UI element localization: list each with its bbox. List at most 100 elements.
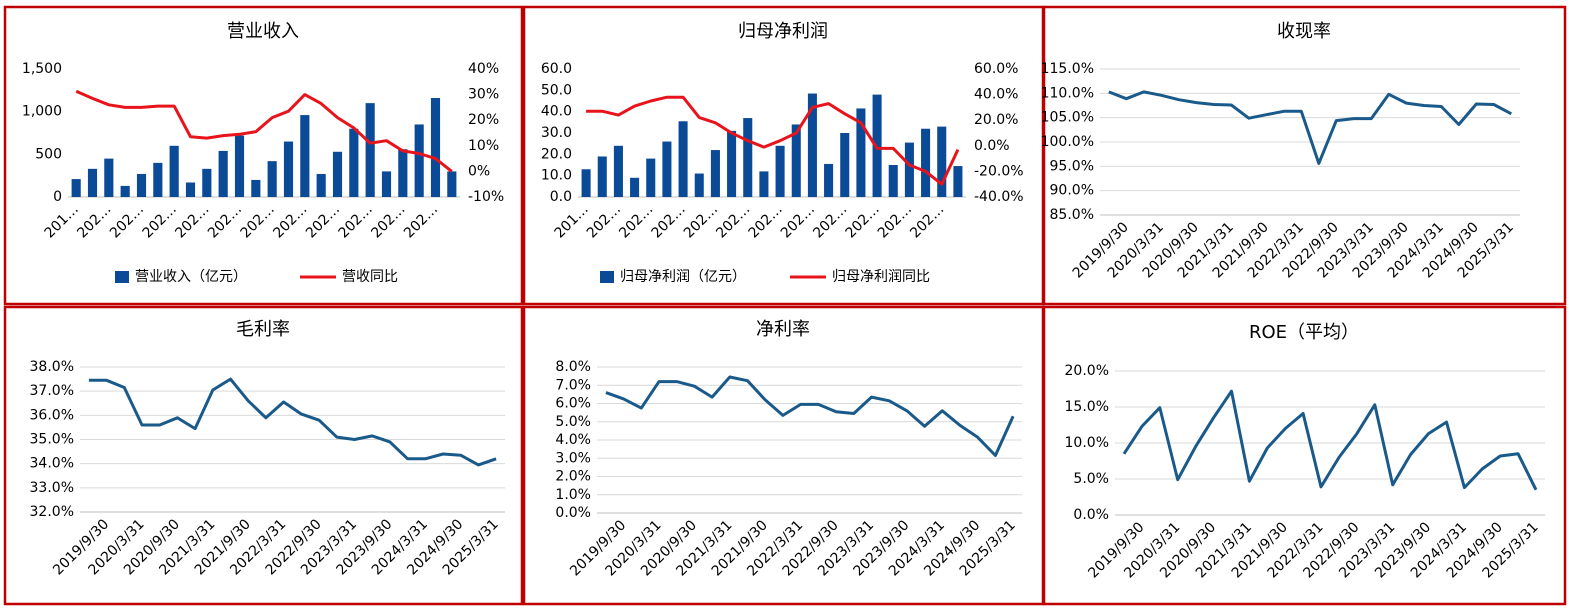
legend-swatch — [115, 271, 129, 283]
y-tick-label: 2.0% — [555, 469, 591, 485]
bar — [759, 171, 769, 197]
bar — [316, 173, 326, 197]
y-tick-label: 38.0% — [30, 359, 74, 375]
x-tick-label: 202… — [336, 201, 376, 241]
bar — [381, 171, 392, 197]
y-tick-label: 85.0% — [1050, 207, 1094, 223]
x-tick-label: 202… — [875, 201, 915, 241]
x-tick-label: 202… — [401, 201, 441, 241]
bar — [169, 145, 179, 197]
y-tick-label: 32.0% — [30, 504, 74, 520]
x-tick-label: 202… — [172, 201, 212, 241]
y-tick-label: 0.0% — [555, 505, 591, 521]
x-tick-label: 202… — [107, 201, 147, 241]
y-tick-label: 30.0 — [541, 125, 572, 141]
bar — [251, 179, 261, 197]
bar — [283, 141, 294, 197]
y-tick-label: 50.0 — [541, 82, 572, 98]
x-tick-label: 201… — [552, 201, 592, 241]
y-tick-label: 20.0 — [541, 146, 572, 162]
y-tick-label: 1,500 — [22, 61, 62, 77]
y-tick-label: 1.0% — [555, 487, 591, 503]
x-tick-label: 202… — [74, 201, 114, 241]
x-tick-label: 202… — [843, 201, 883, 241]
bar — [430, 98, 441, 197]
bar — [218, 150, 228, 197]
bar — [807, 93, 817, 197]
x-tick-label: 202… — [584, 201, 624, 241]
panel — [1042, 305, 1567, 606]
y-tick-label: 60.0 — [541, 61, 572, 77]
y2-tick-label: 30% — [468, 87, 499, 103]
bar — [953, 166, 963, 197]
bar — [662, 141, 672, 197]
bar — [727, 130, 737, 197]
y-tick-label: 7.0% — [555, 377, 591, 393]
bar — [398, 149, 408, 197]
y2-tick-label: 0% — [468, 163, 490, 179]
y2-tick-label: 40% — [468, 61, 499, 77]
y-tick-label: 6.0% — [555, 396, 591, 412]
y2-tick-label: 20% — [468, 112, 499, 128]
y-tick-label: 115.0% — [1041, 61, 1094, 77]
y-tick-label: 37.0% — [30, 383, 74, 399]
line — [1108, 90, 1513, 165]
x-tick-label: 202… — [649, 201, 689, 241]
x-tick-label: 202… — [746, 201, 786, 241]
bar — [856, 108, 866, 197]
bar — [202, 168, 212, 197]
y-tick-label: 15.0% — [1065, 399, 1109, 415]
legend-label: 归母净利润同比 — [832, 268, 930, 285]
y-tick-label: 0.0 — [550, 189, 572, 205]
x-tick-label: 202… — [778, 201, 818, 241]
y2-tick-label: -20.0% — [974, 163, 1024, 179]
x-tick-label: 202… — [205, 201, 245, 241]
panel — [1042, 5, 1567, 306]
bar — [349, 128, 359, 197]
bar — [678, 121, 688, 197]
bar — [104, 158, 114, 197]
y-tick-label: 0.0% — [1073, 507, 1109, 523]
chart-title: ROE（平均） — [1249, 322, 1359, 343]
panel — [3, 5, 524, 306]
bar — [300, 115, 310, 197]
bar — [581, 169, 591, 197]
x-tick-label: 202… — [681, 201, 721, 241]
bar — [414, 124, 424, 197]
y-tick-label: 95.0% — [1050, 158, 1094, 174]
bar — [694, 173, 704, 197]
bar — [267, 161, 277, 197]
y-tick-label: 8.0% — [555, 359, 591, 375]
bar — [447, 171, 457, 197]
y-tick-label: 36.0% — [30, 407, 74, 423]
chart-title: 毛利率 — [236, 319, 290, 340]
y2-tick-label: 10% — [468, 138, 499, 154]
y-tick-label: 110.0% — [1041, 85, 1094, 101]
y-tick-label: 34.0% — [30, 456, 74, 472]
y-tick-label: 20.0% — [1065, 363, 1109, 379]
x-tick-label: 202… — [907, 201, 947, 241]
bar — [824, 163, 834, 197]
y-tick-label: 1,000 — [22, 104, 62, 120]
chart-title: 归母净利润 — [738, 21, 828, 42]
x-tick-label: 202… — [140, 201, 180, 241]
bar — [743, 118, 753, 197]
y-tick-label: 90.0% — [1050, 183, 1094, 199]
bar — [888, 165, 898, 197]
bar — [71, 179, 81, 197]
bar — [153, 162, 163, 197]
panel — [3, 305, 524, 606]
chart-title: 净利率 — [756, 319, 810, 340]
y-tick-label: 500 — [35, 146, 62, 162]
bar — [937, 126, 947, 197]
y-tick-label: 3.0% — [555, 450, 591, 466]
y-tick-label: 33.0% — [30, 480, 74, 496]
legend-label: 营业收入（亿元） — [135, 269, 247, 285]
bar — [710, 150, 720, 197]
bar — [921, 128, 931, 197]
bar — [234, 135, 245, 197]
bar — [120, 185, 130, 197]
line — [75, 89, 453, 173]
y-tick-label: 105.0% — [1041, 110, 1094, 126]
